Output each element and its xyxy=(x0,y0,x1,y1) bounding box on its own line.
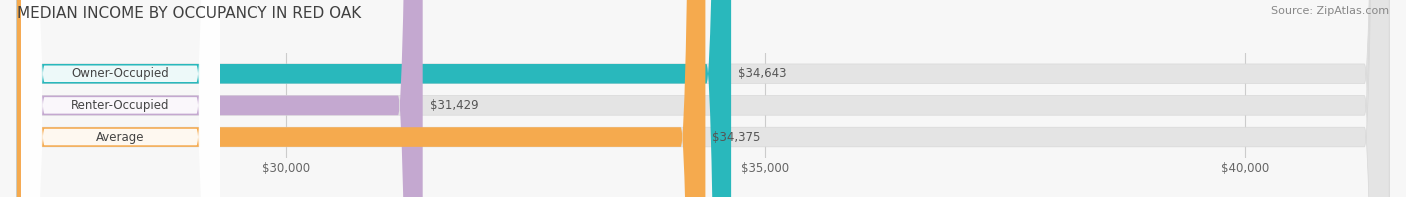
FancyBboxPatch shape xyxy=(21,0,219,197)
Text: MEDIAN INCOME BY OCCUPANCY IN RED OAK: MEDIAN INCOME BY OCCUPANCY IN RED OAK xyxy=(17,6,361,21)
Text: Renter-Occupied: Renter-Occupied xyxy=(72,99,170,112)
Text: $34,375: $34,375 xyxy=(713,131,761,144)
FancyBboxPatch shape xyxy=(21,0,219,197)
FancyBboxPatch shape xyxy=(17,0,731,197)
Text: $31,429: $31,429 xyxy=(430,99,478,112)
Text: Owner-Occupied: Owner-Occupied xyxy=(72,67,169,80)
FancyBboxPatch shape xyxy=(21,0,219,197)
FancyBboxPatch shape xyxy=(17,0,1389,197)
Text: Source: ZipAtlas.com: Source: ZipAtlas.com xyxy=(1271,6,1389,16)
FancyBboxPatch shape xyxy=(17,0,1389,197)
Text: $34,643: $34,643 xyxy=(738,67,786,80)
Text: Average: Average xyxy=(96,131,145,144)
FancyBboxPatch shape xyxy=(17,0,1389,197)
FancyBboxPatch shape xyxy=(17,0,706,197)
FancyBboxPatch shape xyxy=(17,0,423,197)
